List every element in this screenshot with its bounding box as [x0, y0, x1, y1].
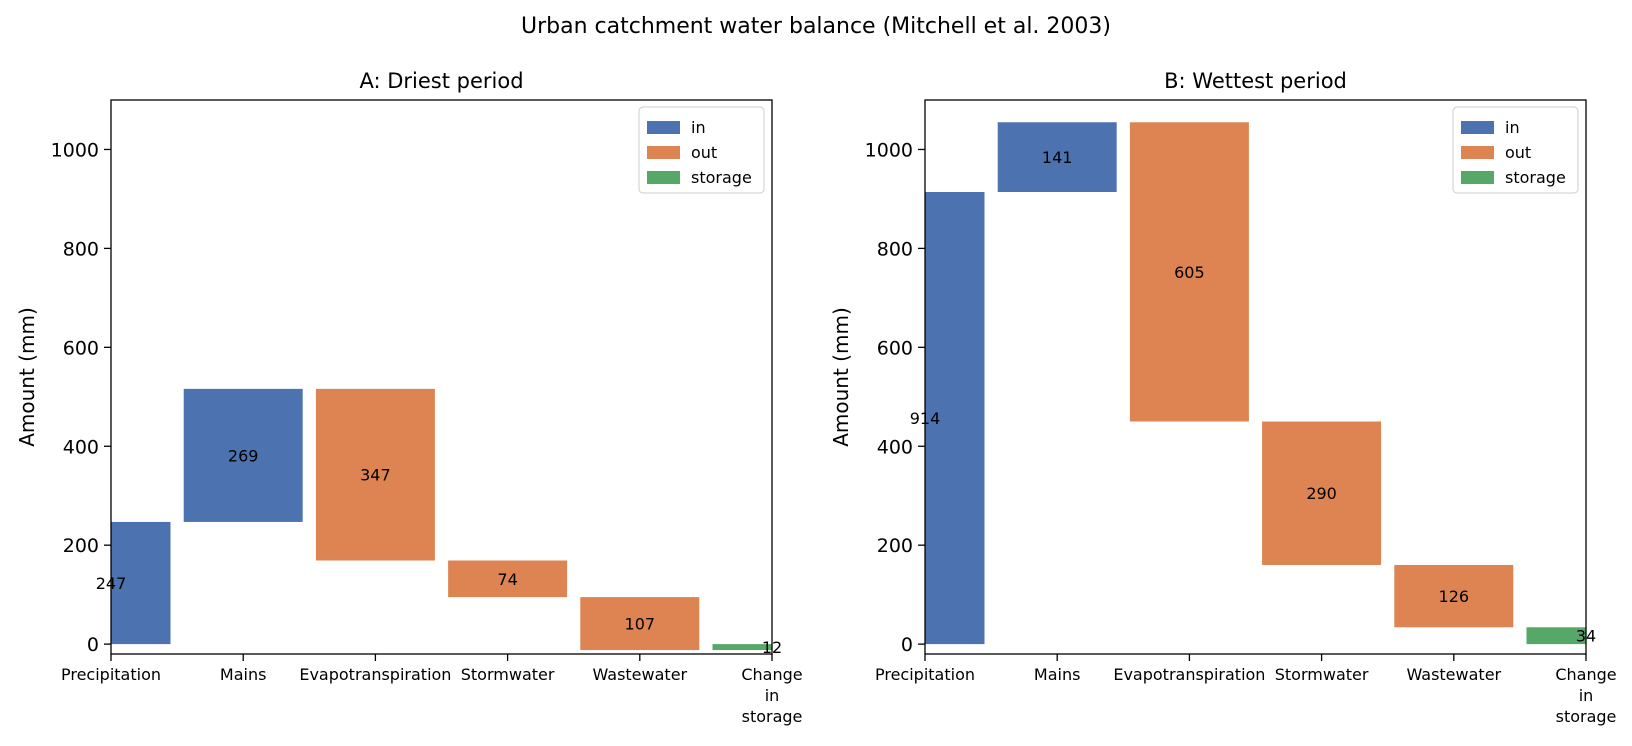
right-mask — [772, 98, 832, 656]
bar-stormwater — [1262, 421, 1382, 565]
y-tick-label: 800 — [63, 238, 99, 260]
data-label: 141 — [1042, 148, 1073, 167]
data-label: 290 — [1306, 484, 1337, 503]
axes-frame — [110, 99, 773, 655]
x-tick-label: Stormwater — [461, 665, 555, 684]
legend-label-storage: storage — [1505, 168, 1566, 187]
panel-wettest: 9141416052901263402004006008001000Precip… — [829, 69, 1632, 726]
y-tick-label: 1000 — [51, 139, 99, 161]
y-tick-label: 0 — [901, 634, 913, 656]
data-label: 605 — [1174, 263, 1205, 282]
figure-title: Urban catchment water balance (Mitchell … — [521, 14, 1111, 39]
bar-mains — [997, 122, 1117, 193]
legend-label-in: in — [1505, 118, 1520, 137]
x-tick-label: Evapotranspiration — [1113, 665, 1265, 684]
y-tick-label: 800 — [877, 238, 913, 260]
data-label: 126 — [1439, 587, 1470, 606]
y-tick-label: 600 — [63, 337, 99, 359]
x-tick-label: Change in storage — [741, 665, 802, 726]
legend-swatch-storage — [647, 171, 680, 184]
y-tick-label: 0 — [87, 634, 99, 656]
data-label: 74 — [497, 570, 517, 589]
x-tick-label: Mains — [220, 665, 267, 684]
legend-label-in: in — [691, 118, 706, 137]
y-axis-label: Amount (mm) — [15, 307, 39, 447]
bar-evapotranspiration — [1129, 122, 1249, 422]
x-tick-label: Precipitation — [61, 665, 161, 684]
x-tick-label: Precipitation — [875, 665, 975, 684]
left-mask — [865, 98, 925, 656]
x-tick-label: Mains — [1034, 665, 1081, 684]
y-tick-label: 600 — [877, 337, 913, 359]
panel-title: A: Driest period — [359, 69, 523, 93]
legend-swatch-out — [1461, 146, 1494, 159]
right-mask — [1586, 98, 1632, 656]
axes-frame — [924, 99, 1587, 655]
bar-evapotranspiration — [315, 388, 435, 561]
y-tick-label: 200 — [63, 535, 99, 557]
x-tick-label: Wastewater — [592, 665, 687, 684]
x-tick-label: Change in storage — [1555, 665, 1616, 726]
x-tick-label: Stormwater — [1275, 665, 1369, 684]
data-label: 347 — [360, 466, 391, 485]
legend-label-storage: storage — [691, 168, 752, 187]
bar-stormwater — [448, 560, 568, 598]
legend-swatch-out — [647, 146, 680, 159]
data-label: 269 — [228, 446, 259, 465]
data-label: 107 — [625, 615, 656, 634]
y-tick-label: 200 — [877, 535, 913, 557]
y-tick-label: 400 — [63, 436, 99, 458]
y-tick-label: 400 — [877, 436, 913, 458]
legend: in out storage — [1452, 106, 1579, 194]
legend-swatch-in — [647, 121, 680, 134]
x-tick-label: Wastewater — [1406, 665, 1501, 684]
legend-swatch-storage — [1461, 171, 1494, 184]
left-mask — [51, 98, 111, 656]
y-tick-label: 1000 — [865, 139, 913, 161]
x-tick-label: Evapotranspiration — [299, 665, 451, 684]
legend-label-out: out — [1505, 143, 1531, 162]
bar-wastewater — [1394, 564, 1514, 628]
legend-label-out: out — [691, 143, 717, 162]
panel-driest: 247269347741071202004006008001000Precipi… — [15, 69, 832, 726]
bar-mains — [183, 388, 303, 522]
legend: in out storage — [638, 106, 765, 194]
legend-swatch-in — [1461, 121, 1494, 134]
panel-title: B: Wettest period — [1164, 69, 1347, 93]
y-axis-label: Amount (mm) — [829, 307, 853, 447]
bar-wastewater — [580, 597, 700, 651]
